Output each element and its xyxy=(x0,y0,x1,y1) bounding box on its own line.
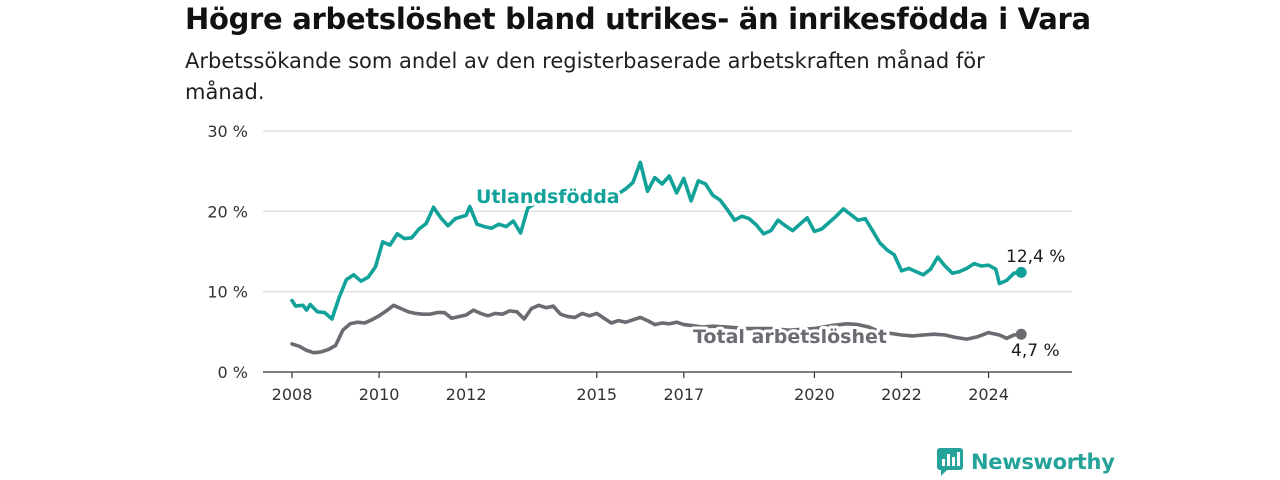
series-label-utlandsfodda-halo: Utlandsfödda xyxy=(476,186,620,208)
end-value-utlandsfodda: 12,4 % xyxy=(1006,247,1065,267)
x-tick-label: 2015 xyxy=(576,385,617,404)
x-tick-label: 2024 xyxy=(968,385,1009,404)
series-label-total: Total arbetslöshet xyxy=(693,326,887,348)
y-axis: 0 % 10 % 20 % 30 % xyxy=(207,122,248,382)
newsworthy-logo: Newsworthy xyxy=(937,448,1115,476)
line-chart: 0 % 10 % 20 % 30 % 2008 2010 2012 2015 2017 2020… xyxy=(207,122,1072,404)
series-label-utlandsfodda: Utlandsfödda xyxy=(476,186,620,208)
end-value-total: 4,7 % xyxy=(1011,341,1060,361)
logo-text: Newsworthy xyxy=(971,450,1115,474)
series-line-total xyxy=(290,303,1023,355)
end-point-total xyxy=(1015,328,1027,340)
y-tick-label: 20 % xyxy=(207,202,248,221)
series-line-utlandsfodda xyxy=(290,160,1023,321)
end-point-utlandsfodda xyxy=(1015,266,1027,278)
chart-title: Högre arbetslöshet bland utrikes- än inr… xyxy=(185,2,1091,36)
x-tick-label: 2008 xyxy=(272,385,313,404)
x-tick-label: 2017 xyxy=(663,385,704,404)
chart-subtitle: Arbetssökande som andel av den registerb… xyxy=(185,49,985,104)
y-tick-label: 30 % xyxy=(207,122,248,141)
x-tick-label: 2022 xyxy=(881,385,922,404)
y-tick-label: 0 % xyxy=(218,363,248,382)
newsworthy-logo-icon xyxy=(937,448,963,476)
series-lines xyxy=(290,160,1027,355)
x-tick-label: 2010 xyxy=(359,385,400,404)
grid-lines xyxy=(263,130,1072,293)
series-label-total-halo: Total arbetslöshet xyxy=(693,326,887,348)
x-tick-label: 2020 xyxy=(794,385,835,404)
x-axis: 2008 2010 2012 2015 2017 2020 2022 2024 xyxy=(263,371,1072,404)
x-tick-label: 2012 xyxy=(446,385,487,404)
y-tick-label: 10 % xyxy=(207,283,248,302)
